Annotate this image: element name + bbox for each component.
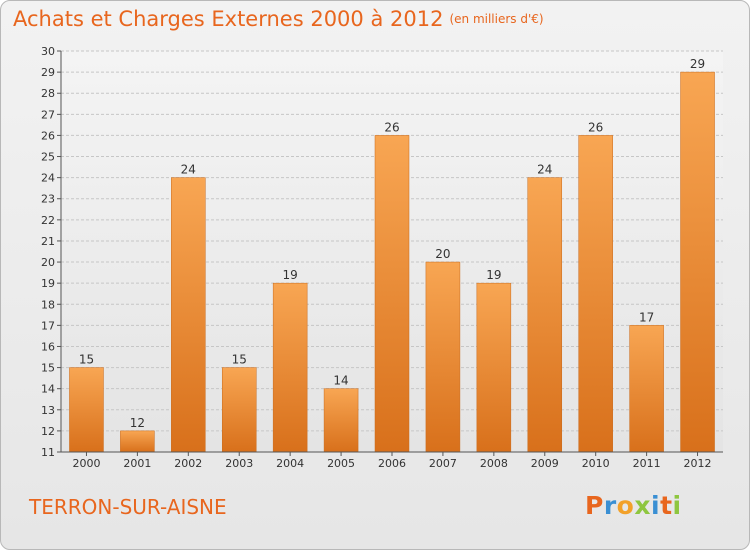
data-label: 15 [232, 353, 247, 367]
data-label: 19 [486, 268, 501, 282]
y-tick-label: 26 [41, 129, 55, 142]
x-tick-label: 2006 [378, 457, 406, 470]
chart-title-block: Achats et Charges Externes 2000 à 2012 (e… [13, 7, 544, 31]
chart-subtitle: (en milliers d'€) [449, 12, 544, 26]
logo-letter: i [651, 491, 661, 520]
x-tick-label: 2008 [480, 457, 508, 470]
y-tick-label: 14 [41, 383, 55, 396]
bar [578, 135, 613, 453]
labels-layer: 15 12 24 15 19 14 26 20 19 24 26 17 29 [79, 57, 705, 430]
x-tick-label: 2007 [429, 457, 457, 470]
data-label: 20 [435, 247, 450, 261]
y-tick-label: 29 [41, 66, 55, 79]
bar [120, 430, 155, 453]
logo-letter: x [634, 491, 651, 520]
y-tick-label: 16 [41, 340, 55, 353]
chart-title: Achats et Charges Externes 2000 à 2012 [13, 7, 444, 31]
data-label: 24 [181, 163, 196, 177]
y-tick-label: 11 [41, 446, 55, 459]
y-tick-label: 28 [41, 87, 55, 100]
bars-layer [69, 71, 715, 453]
data-label: 24 [537, 163, 552, 177]
x-tick-label: 2009 [531, 457, 559, 470]
y-tick-label: 23 [41, 193, 55, 206]
bar [425, 261, 461, 453]
data-label: 17 [639, 310, 654, 324]
x-tick-label: 2011 [633, 457, 661, 470]
x-tick-label: 2010 [582, 457, 610, 470]
bar [374, 135, 410, 453]
y-tick-label: 18 [41, 298, 55, 311]
x-tick-label: 2003 [225, 457, 253, 470]
x-tick-label: 2000 [72, 457, 100, 470]
bar [527, 177, 563, 453]
data-label: 26 [588, 120, 603, 134]
data-label: 19 [283, 268, 298, 282]
bar [680, 71, 715, 453]
y-tick-label: 19 [41, 277, 55, 290]
x-tick-label: 2004 [276, 457, 304, 470]
y-tick-label: 30 [41, 45, 55, 58]
y-tick-label: 22 [41, 214, 55, 227]
logo-letter: o [616, 491, 635, 520]
data-label: 26 [384, 120, 399, 134]
y-tick-label: 21 [41, 235, 55, 248]
commune-name: TERRON-SUR-AISNE [29, 495, 227, 519]
y-tick-label: 25 [41, 151, 55, 164]
data-label: 15 [79, 353, 94, 367]
x-tick-label: 2012 [684, 457, 712, 470]
x-tick-label: 2005 [327, 457, 355, 470]
bar [272, 282, 308, 453]
x-tick-label: 2002 [174, 457, 202, 470]
bar [629, 325, 664, 453]
y-tick-label: 17 [41, 319, 55, 332]
logo-letter: i [672, 491, 682, 520]
bar [69, 367, 104, 453]
bar [221, 367, 257, 453]
logo-letter: r [603, 491, 617, 520]
logo-letter: P [585, 491, 604, 520]
y-tick-label: 13 [41, 404, 55, 417]
logo-letter: t [660, 491, 673, 520]
data-label: 14 [333, 374, 348, 388]
bar [476, 282, 512, 453]
y-tick-label: 15 [41, 362, 55, 375]
y-tick-label: 24 [41, 172, 55, 185]
axis-layer: 11 12 13 14 15 16 17 18 19 20 21 22 23 24 25 26 27 28 29 30… [41, 45, 723, 470]
bar [323, 388, 359, 453]
y-tick-label: 12 [41, 425, 55, 438]
x-tick-label: 2001 [123, 457, 151, 470]
data-label: 29 [690, 57, 705, 71]
data-label: 12 [130, 416, 145, 430]
proxiti-logo: Proxiti [585, 491, 682, 520]
y-tick-label: 20 [41, 256, 55, 269]
bar [171, 177, 206, 453]
y-tick-label: 27 [41, 108, 55, 121]
